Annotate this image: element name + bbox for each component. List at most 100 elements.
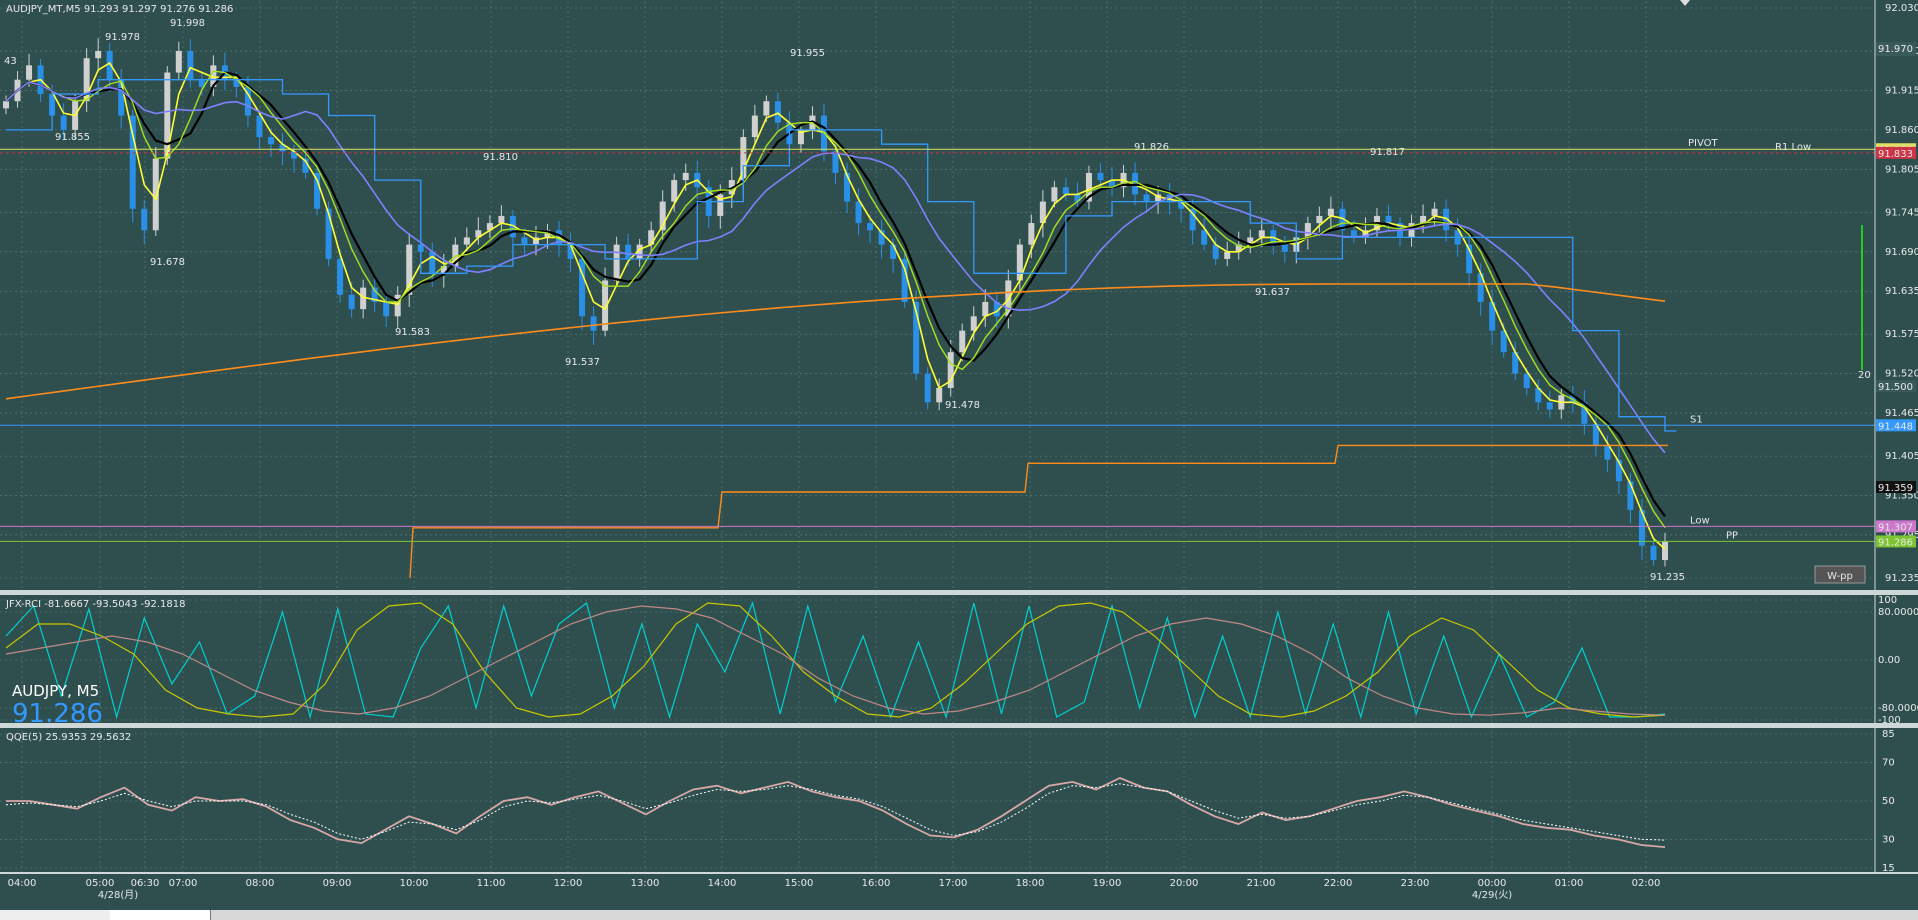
candle-body: [314, 172, 321, 209]
y-tick-label: 92.030: [1885, 3, 1918, 14]
price-annotation: 91.678: [150, 257, 185, 268]
candle-body: [256, 115, 263, 138]
rci-series-line: [5, 602, 1666, 718]
candle-body: [1051, 187, 1058, 202]
pivot-step-orange: [409, 444, 1668, 579]
candle-body: [1512, 352, 1519, 374]
level-label: PIVOT: [1688, 138, 1719, 149]
y-tick-label: 91.405: [1885, 451, 1918, 462]
x-tick-label: 18:00: [1016, 878, 1045, 889]
candle-body: [890, 244, 897, 259]
candle-body: [1638, 509, 1645, 546]
candle-body: [279, 144, 286, 152]
candle-body: [1443, 208, 1450, 231]
qqe-y-tick: 85: [1882, 729, 1895, 740]
y-tick-label: 91.235: [1885, 573, 1918, 584]
date-label: 4/28(月): [98, 889, 138, 901]
candle-body: [1062, 187, 1069, 195]
price-annotation: 91.637: [1255, 287, 1290, 298]
candle-body: [1535, 388, 1542, 403]
candle-body: [1109, 180, 1115, 188]
candle-body: [26, 65, 33, 80]
price-annotation: 91.978: [105, 32, 140, 43]
y-tick-label: 91.745: [1885, 207, 1918, 218]
candle-body: [1604, 445, 1611, 460]
chart-tab[interactable]: [0, 910, 111, 920]
candle-body: [1420, 215, 1427, 224]
x-tick-label: 06:30: [131, 878, 160, 889]
rci-series-line: [5, 605, 1666, 716]
candle-body: [521, 237, 528, 245]
candle-body: [579, 258, 586, 317]
qqe-title: QQE(5) 25.9353 29.5632: [6, 732, 131, 743]
candle-body: [1212, 244, 1219, 259]
candle-body: [106, 51, 113, 80]
chart-tab-bar: [0, 910, 1918, 920]
rci-y-tick: -100: [1878, 715, 1901, 726]
candle-body: [152, 158, 159, 231]
candle-body: [1466, 244, 1473, 274]
pane-separator: [0, 872, 1918, 874]
candle-body: [1247, 237, 1254, 245]
level-label: R1 Low: [1775, 142, 1811, 153]
candle-body: [267, 137, 274, 145]
candle-body: [1132, 172, 1139, 195]
x-tick-label: 15:00: [785, 878, 814, 889]
chart-tab-active[interactable]: [110, 910, 211, 920]
candle-body: [60, 115, 67, 130]
candle-body: [244, 86, 251, 116]
y-tick-label: 91.350: [1885, 491, 1918, 502]
candle-body: [982, 301, 989, 317]
x-tick-label: 12:00: [554, 878, 583, 889]
candle-body: [1489, 301, 1496, 331]
rci-y-tick: 100: [1878, 595, 1897, 606]
candle-body: [187, 51, 194, 80]
w-pp-button-label[interactable]: W-pp: [1827, 571, 1853, 582]
candle-body: [1662, 541, 1668, 561]
candle-body: [1650, 545, 1657, 561]
candle-body: [95, 51, 102, 59]
candle-body: [1178, 201, 1185, 209]
y-tick-label: 91.860: [1885, 125, 1918, 136]
x-tick-label: 07:00: [169, 878, 198, 889]
candle-body: [1028, 223, 1035, 245]
level-price-tag: [1876, 520, 1916, 533]
candle-body: [532, 237, 539, 245]
level-price-text: 91.448: [1878, 421, 1913, 432]
x-tick-label: 02:00: [1632, 878, 1661, 889]
candle-body: [1085, 172, 1092, 202]
candle-body: [175, 51, 182, 73]
candle-body: [913, 301, 920, 374]
scroll-indicator-icon: [1680, 0, 1690, 6]
price-annotation: 91.826: [1134, 142, 1169, 153]
price-annotation: 43: [4, 56, 17, 67]
candle-body: [774, 101, 781, 123]
candle-body: [463, 237, 470, 245]
overlay-symbol: AUDJPY, M5: [12, 682, 100, 700]
candle-body: [1074, 194, 1081, 202]
candle-body: [844, 172, 851, 202]
x-tick-label: 17:00: [939, 878, 968, 889]
candle-body: [1408, 223, 1415, 238]
price-annotation: 91.998: [170, 18, 205, 29]
ma-yellow-line: [5, 61, 1666, 550]
candle-body: [1143, 194, 1150, 202]
candle-body: [233, 79, 240, 87]
candle-body: [855, 201, 862, 224]
candle-body: [198, 79, 205, 87]
price-annotation: 91.810: [483, 152, 518, 163]
candle-body: [1339, 208, 1346, 231]
y-tick-label: 91.520: [1885, 369, 1918, 380]
candle-body: [1258, 230, 1265, 238]
level-price-tag: [1876, 146, 1916, 159]
candle-body: [1235, 244, 1242, 252]
candle-body: [348, 294, 355, 310]
overlay-price: 91.286: [12, 699, 103, 729]
candle-body: [1316, 215, 1323, 224]
price-annotation: 91.537: [565, 357, 600, 368]
candle-body: [878, 230, 885, 245]
candle-body: [797, 129, 804, 145]
